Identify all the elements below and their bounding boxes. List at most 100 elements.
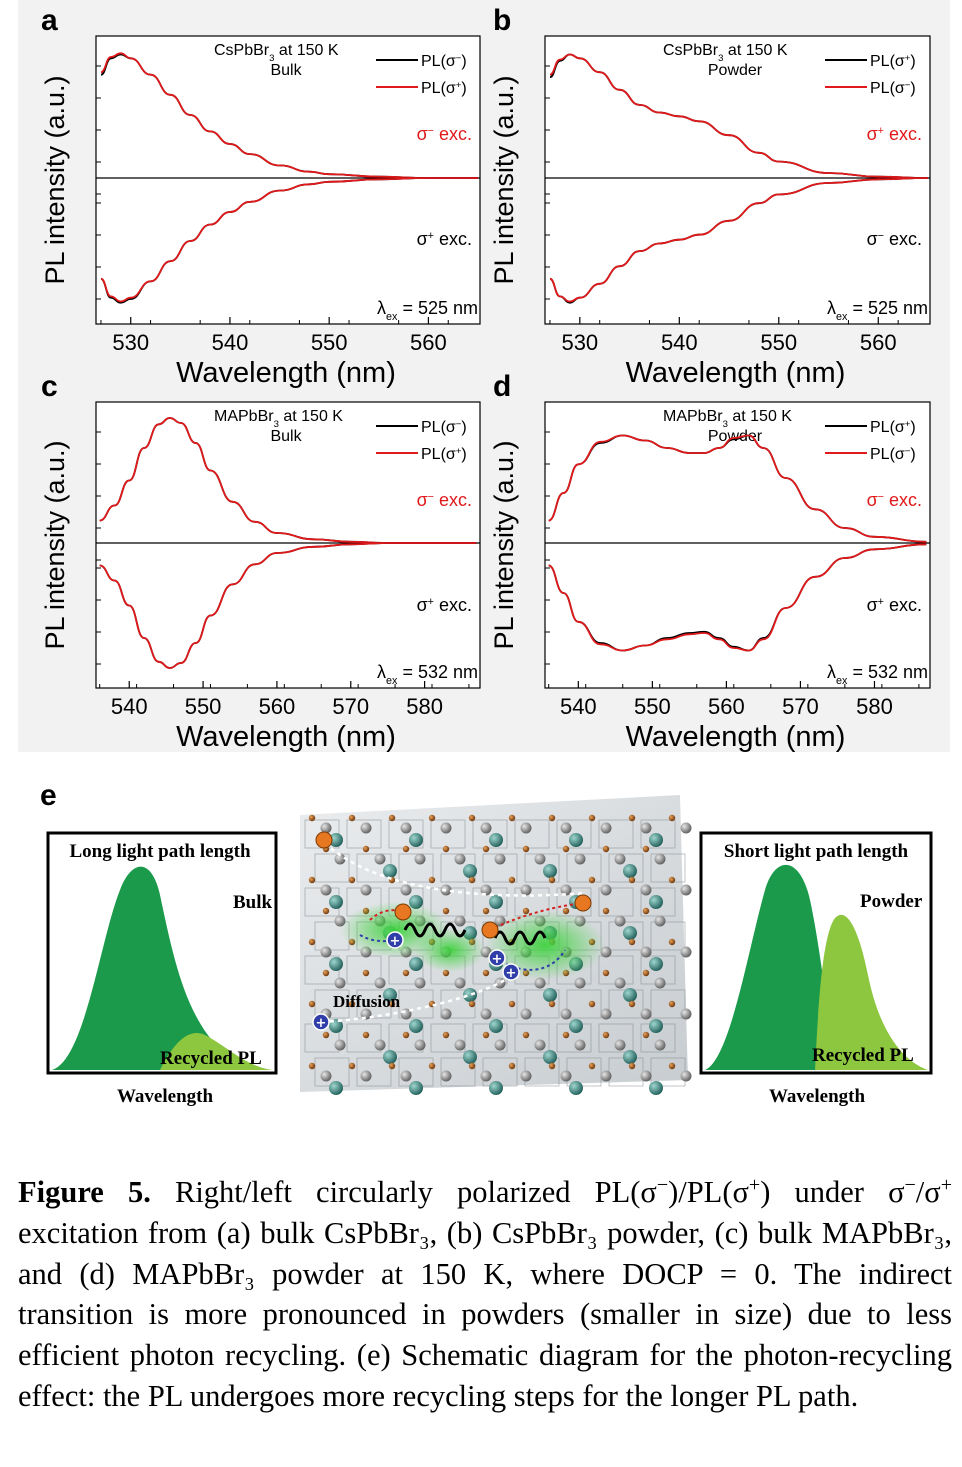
br-atom (628, 1000, 636, 1008)
br-atom (628, 1062, 636, 1070)
x-axis-label: Wavelength (nm) (626, 357, 846, 389)
cs-atom (409, 1081, 423, 1095)
caption-text-4: /σ (915, 1175, 941, 1209)
pb-atom (520, 1008, 532, 1020)
pb-atom (414, 1039, 426, 1051)
lattice-cell (566, 989, 602, 1019)
pb-atom (374, 1039, 386, 1051)
svg-text:+: + (316, 1016, 327, 1031)
pl-glow-2 (415, 928, 485, 972)
br-atom (668, 876, 676, 884)
lattice-cell (398, 853, 434, 883)
br-atom (388, 1062, 396, 1070)
perovskite-crystal-illustration: + + + + Diffusion (300, 795, 692, 1095)
cs-atom (463, 988, 477, 1002)
br-atom (588, 814, 596, 822)
lattice-cell (346, 1023, 382, 1053)
wavelength-label-left: Wavelength (117, 1086, 213, 1107)
top-excitation-label: σ− exc. (417, 490, 472, 510)
pb-atom (680, 946, 692, 958)
pb-atom (574, 1039, 586, 1051)
pb-atom (600, 884, 612, 896)
x-tick-label: 540 (661, 330, 698, 355)
diffusion-path-top (324, 842, 586, 897)
pb-atom (520, 1070, 532, 1082)
sample-type-label: Powder (708, 62, 763, 79)
series-line (99, 542, 477, 669)
x-tick-label: 570 (332, 694, 369, 719)
pb-atom (414, 853, 426, 865)
lattice-cell (556, 819, 592, 849)
y-axis-label: PL intensity (a.u.) (489, 440, 519, 649)
pb-atom (360, 884, 372, 896)
lattice-cell (472, 819, 508, 849)
series-line (548, 543, 927, 652)
x-tick-label: 550 (760, 330, 797, 355)
panel-letter: d (493, 370, 511, 403)
x-axis-label: Wavelength (nm) (626, 721, 846, 753)
pb-atom (454, 915, 466, 927)
lattice-cell (514, 1023, 550, 1053)
electron-icon (481, 921, 499, 939)
pb-atom (574, 853, 586, 865)
pb-atom (454, 1039, 466, 1051)
x-axis-label: Wavelength (nm) (176, 357, 396, 389)
br-atom (628, 814, 636, 822)
pb-atom (574, 977, 586, 989)
br-atom (428, 1062, 436, 1070)
bottom-excitation-label: σ− exc. (867, 229, 922, 249)
x-tick-label: 560 (708, 694, 745, 719)
br-atom (348, 814, 356, 822)
lattice-cell (640, 819, 676, 849)
sample-type-label: Bulk (270, 62, 302, 79)
y-axis-label: PL intensity (a.u.) (40, 75, 70, 284)
cs-atom (383, 1050, 397, 1064)
lattice-cell (388, 1023, 424, 1053)
br-atom (308, 876, 316, 884)
lattice-cell (608, 853, 644, 883)
pb-atom (494, 1039, 506, 1051)
br-atom (668, 1062, 676, 1070)
svg-text:+: + (492, 952, 503, 967)
long-path-box: Long light path length Bulk Recycled PL … (46, 831, 278, 1107)
br-atom (642, 907, 650, 915)
br-atom (428, 814, 436, 822)
br-atom (388, 1000, 396, 1008)
recycled-pl-label-right: Recycled PL (812, 1045, 914, 1066)
figure-caption: Figure 5. Right/left circularly polarize… (18, 1172, 952, 1417)
pb-atom (414, 977, 426, 989)
x-tick-label: 580 (856, 694, 893, 719)
br-atom (482, 845, 490, 853)
legend-entry: PL(σ−) (421, 419, 467, 437)
br-atom (548, 1000, 556, 1008)
cs-atom (329, 895, 343, 909)
br-atom (668, 938, 676, 946)
panel-a: a PL intensity (a.u.) 530 540 550 560 Waveleng… (40, 4, 481, 389)
pb-atom (600, 822, 612, 834)
pl-glow-3 (485, 910, 605, 980)
x-tick-label: 540 (212, 330, 249, 355)
pb-atom (480, 1070, 492, 1082)
br-atom (602, 845, 610, 853)
bottom-excitation-label: σ+ exc. (867, 595, 922, 615)
recycled-pl-label-left: Recycled PL (160, 1048, 262, 1069)
br-atom (588, 1062, 596, 1070)
legend-entry: PL(σ+) (870, 419, 916, 437)
pb-atom (640, 946, 652, 958)
pb-atom (494, 853, 506, 865)
short-path-box: Short light path length Powder Recycled … (699, 831, 933, 1107)
pb-atom (440, 1008, 452, 1020)
hole-icon: + (312, 1013, 330, 1031)
pb-atom (560, 884, 572, 896)
legend-entry: PL(σ+) (421, 446, 467, 464)
cs-atom (409, 1019, 423, 1033)
x-tick-label: 530 (112, 330, 149, 355)
bulk-recycled-peak (160, 1033, 272, 1070)
powder-label: Powder (860, 891, 923, 912)
cs-atom (329, 833, 343, 847)
pb-atom (534, 977, 546, 989)
pb-atom (680, 822, 692, 834)
electron-icon (315, 831, 333, 849)
br-atom (308, 814, 316, 822)
br-atom (482, 1031, 490, 1039)
